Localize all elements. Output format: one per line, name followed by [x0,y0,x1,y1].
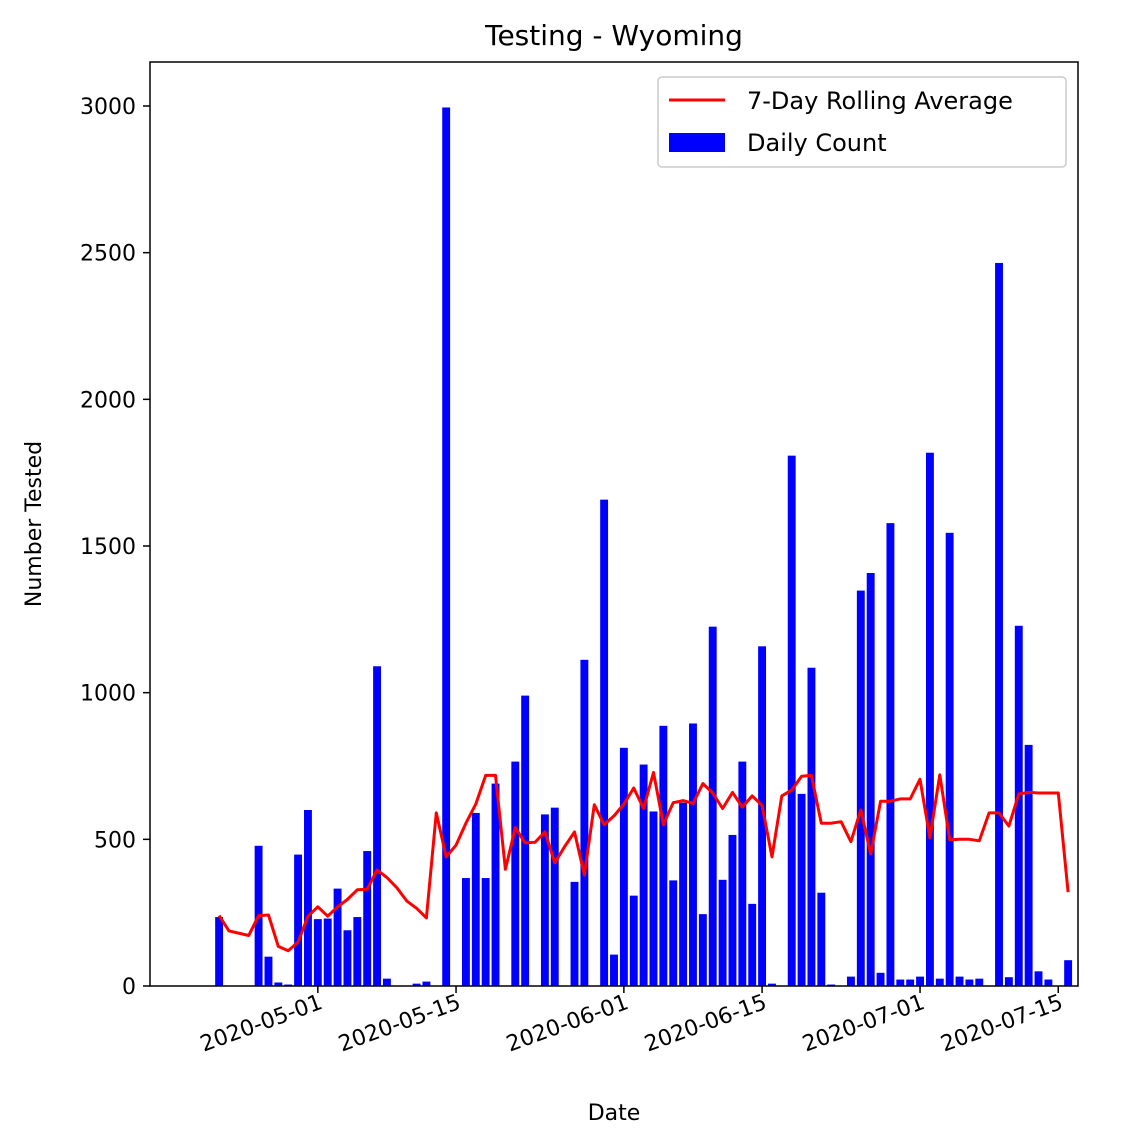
y-tick-label-2500: 2500 [80,242,136,267]
bar-2020-05-03 [333,888,342,986]
bar-2020-06-04 [649,811,658,986]
bar-2020-05-08 [382,978,391,986]
bar-2020-06-18 [787,455,796,986]
bar-2020-07-14 [1044,979,1053,986]
bar-2020-07-09 [995,262,1003,986]
plot-frame [149,61,1079,987]
bar-2020-05-14 [442,107,451,986]
bar-2020-05-19 [491,783,500,986]
y-axis: 0 500 1000 1500 2000 2500 3000 [80,95,150,1000]
legend-label-daily-count: Daily Count [747,129,887,157]
y-axis-label: Number Tested [22,441,47,607]
bar-2020-05-18 [481,878,490,986]
bar-2020-04-27 [274,982,283,986]
y-tick-label-3000: 3000 [80,95,136,120]
bar-2020-06-29 [896,979,905,986]
bar-2020-07-02 [925,452,934,987]
bar-2020-06-02 [629,895,638,986]
bar-2020-05-12 [422,981,431,986]
y-tick-label-1000: 1000 [80,682,136,707]
bar-2020-06-24 [846,976,855,986]
bar-2020-05-16 [461,878,470,986]
y-tick-label-1500: 1500 [80,535,136,560]
bar-2020-05-31 [610,954,618,986]
bar-2020-05-21 [511,761,520,986]
bar-2020-07-12 [1024,744,1033,986]
bar-2020-06-11 [718,879,727,986]
bar-2020-04-26 [264,956,273,986]
bar-2020-05-01 [313,919,322,986]
bar-2020-06-26 [866,572,875,986]
bar-2020-07-01 [916,976,924,986]
bar-2020-07-10 [1004,977,1013,986]
x-axis-label: Date [588,1101,641,1126]
legend-box [657,76,1067,168]
bar-2020-06-20 [807,667,816,986]
bar-2020-04-29 [294,854,303,986]
bar-2020-06-05 [659,725,668,986]
bar-2020-07-05 [955,976,964,986]
y-tick-label-500: 500 [94,828,136,853]
bar-2020-05-11 [412,983,421,986]
bar-2020-06-25 [856,590,865,986]
bar-2020-04-21 [215,917,224,986]
bar-2020-06-01 [619,747,628,986]
bar-2020-05-30 [600,499,609,986]
bar-2020-07-13 [1034,971,1043,986]
bar-2020-05-17 [471,812,480,986]
bar-2020-05-24 [540,814,549,986]
bar-2020-06-16 [768,983,776,986]
bar-2020-05-02 [323,918,332,986]
bar-2020-07-16 [1064,960,1073,986]
daily-count-bars [215,107,1073,987]
bar-2020-06-03 [639,764,648,986]
y-tick-label-2000: 2000 [80,388,136,413]
bar-2020-06-19 [797,793,806,986]
legend: 7-Day Rolling Average Daily Count [657,76,1067,168]
bar-2020-07-11 [1014,625,1023,986]
bar-2020-06-06 [669,880,678,986]
bar-2020-05-06 [363,851,372,986]
bar-2020-06-09 [698,914,707,986]
bar-2020-06-28 [886,523,895,986]
bar-2020-07-06 [965,979,974,986]
bar-2020-06-14 [748,903,757,986]
bar-2020-06-13 [738,761,747,986]
bar-2020-05-07 [373,666,382,986]
legend-bar-swatch [669,133,725,152]
bar-2020-06-07 [679,802,688,986]
bar-2020-06-15 [758,646,767,986]
y-tick-label-0: 0 [122,975,136,1000]
bar-2020-06-27 [876,972,885,986]
bar-2020-07-03 [935,978,944,986]
bar-2020-06-08 [689,723,697,986]
bar-2020-05-25 [550,807,559,986]
bar-2020-06-30 [906,979,915,986]
bar-2020-06-21 [817,892,826,986]
bar-2020-05-04 [343,930,352,986]
bar-2020-05-27 [570,881,579,986]
bar-2020-05-05 [353,917,362,986]
chart-title: Testing - Wyoming [484,19,743,52]
bar-2020-06-10 [708,626,717,986]
bar-2020-04-30 [304,810,312,986]
bar-2020-06-12 [728,834,737,986]
bar-2020-07-04 [945,532,954,986]
rolling-average-line [217,771,1070,953]
bar-2020-07-07 [975,978,984,986]
legend-label-rolling-average: 7-Day Rolling Average [747,87,1013,115]
rolling-average-polyline [217,771,1070,953]
bar-2020-05-28 [580,659,589,986]
